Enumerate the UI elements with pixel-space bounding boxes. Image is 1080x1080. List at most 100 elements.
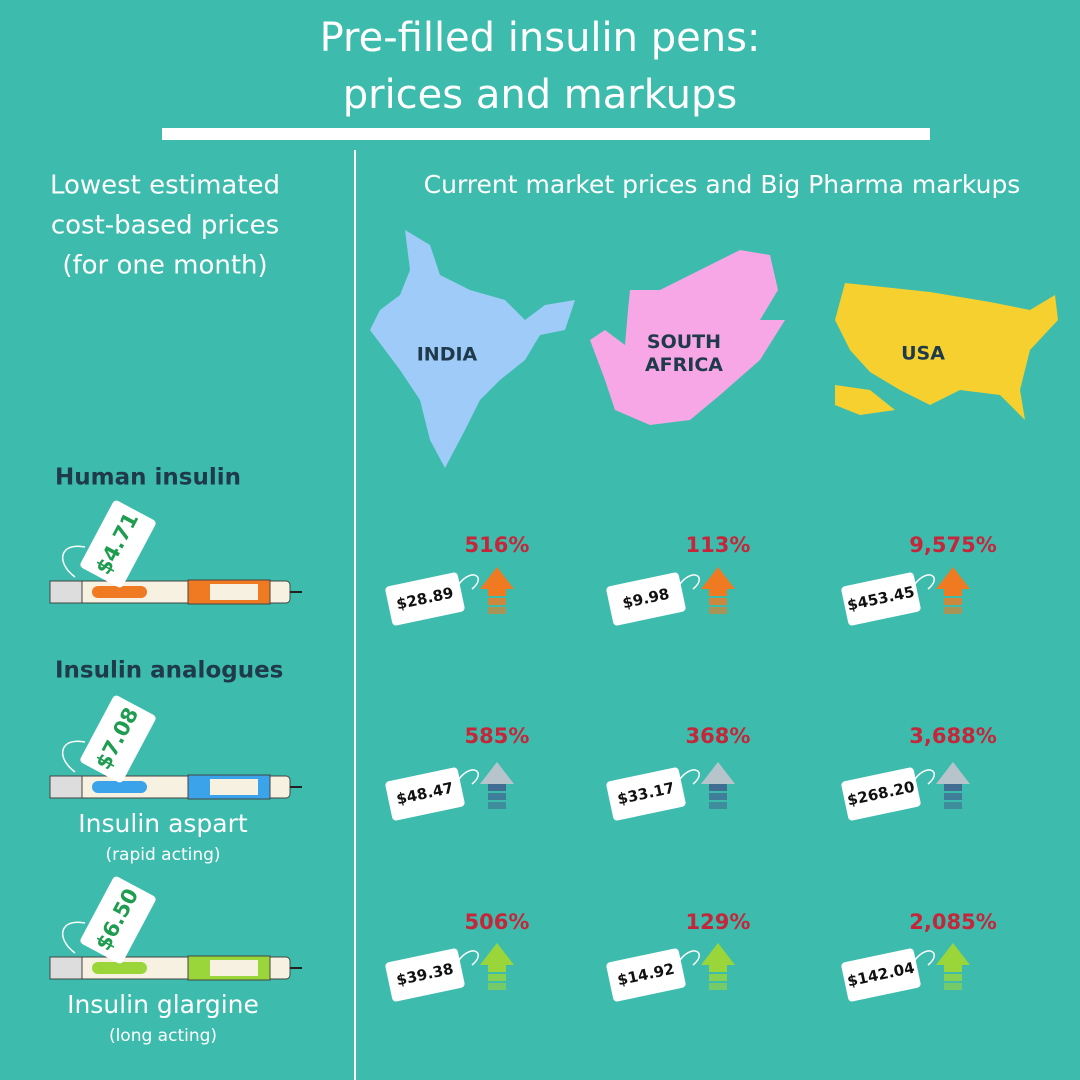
price-tag: $9.98 xyxy=(606,572,686,626)
country-map xyxy=(835,283,1058,420)
arrow-stem xyxy=(944,784,962,791)
arrow-stem xyxy=(488,802,506,809)
insulin-name: Insulin aspart xyxy=(78,809,248,838)
price-tag: $48.47 xyxy=(385,767,465,821)
arrow-stem xyxy=(488,607,506,614)
pen-window xyxy=(210,960,258,976)
arrow-stem xyxy=(488,974,506,981)
country-label: INDIA xyxy=(417,344,478,366)
pen-dial xyxy=(49,956,83,980)
pen-grip xyxy=(92,962,147,974)
arrow-stem xyxy=(709,784,727,791)
price-tag: $14.92 xyxy=(606,948,686,1002)
arrow-stem xyxy=(709,965,727,972)
markup: 506% xyxy=(465,910,530,934)
group-label: Insulin analogues xyxy=(55,658,283,684)
tag-shape xyxy=(606,948,686,1002)
markup: 9,575% xyxy=(909,533,996,557)
country-label: SOUTH xyxy=(647,331,721,353)
left-heading: cost-based prices xyxy=(51,211,279,241)
tag-shape xyxy=(841,948,921,1002)
markup: 585% xyxy=(465,724,530,748)
tag-string xyxy=(914,574,935,590)
price-tag: $39.38 xyxy=(385,948,465,1002)
group-label: Human insulin xyxy=(55,465,241,491)
tag-shape xyxy=(385,572,465,626)
arrow-stem xyxy=(709,589,727,596)
arrow-stem xyxy=(709,598,727,605)
arrow-stem xyxy=(944,598,962,605)
tag-string xyxy=(914,769,935,785)
arrow-head xyxy=(701,762,735,784)
tag-shape xyxy=(385,948,465,1002)
arrow-stem xyxy=(709,802,727,809)
tag-string xyxy=(679,950,700,966)
arrow-stem xyxy=(944,974,962,981)
arrow-head xyxy=(480,943,514,965)
arrow-stem xyxy=(944,793,962,800)
arrow-stem xyxy=(488,793,506,800)
arrow-stem xyxy=(488,983,506,990)
country-map xyxy=(370,230,575,468)
tag-shape xyxy=(841,572,921,626)
arrow-head xyxy=(936,762,970,784)
tag-shape xyxy=(80,695,156,783)
arrow-head xyxy=(936,567,970,589)
insulin-note: (long acting) xyxy=(109,1026,217,1046)
tag-string xyxy=(458,769,479,785)
pen-grip xyxy=(92,586,147,598)
tag-shape xyxy=(841,767,921,821)
price-tag: $28.89 xyxy=(385,572,465,626)
arrow-stem xyxy=(709,793,727,800)
tag-shape xyxy=(80,500,156,588)
arrow-stem xyxy=(944,802,962,809)
arrow-stem xyxy=(944,965,962,972)
tag-string xyxy=(61,921,86,954)
arrow-stem xyxy=(488,598,506,605)
price-tag: $142.04 xyxy=(841,948,921,1002)
markup: 3,688% xyxy=(909,724,996,748)
arrow-stem xyxy=(709,974,727,981)
price-tag: $268.20 xyxy=(841,767,921,821)
arrow-head xyxy=(701,567,735,589)
tag-string xyxy=(61,740,86,773)
arrow-stem xyxy=(944,607,962,614)
price-tag: $453.45 xyxy=(841,572,921,626)
tag-string xyxy=(679,769,700,785)
left-heading: Lowest estimated xyxy=(50,171,280,201)
tag-string xyxy=(458,950,479,966)
pen-grip xyxy=(92,781,147,793)
arrow-head xyxy=(480,762,514,784)
arrow-stem xyxy=(488,965,506,972)
arrow-stem xyxy=(709,983,727,990)
right-heading: Current market prices and Big Pharma mar… xyxy=(424,170,1021,199)
markup: 2,085% xyxy=(909,910,996,934)
tag-string xyxy=(61,545,86,578)
tag-string xyxy=(679,574,700,590)
title-rule xyxy=(162,128,930,140)
tag-string xyxy=(458,574,479,590)
pen-dial xyxy=(49,580,83,604)
arrow-head xyxy=(936,943,970,965)
title: Pre-filled insulin pens: xyxy=(320,15,761,61)
insulin-note: (rapid acting) xyxy=(105,845,220,865)
tag-shape xyxy=(606,572,686,626)
country-map xyxy=(590,250,785,425)
markup: 129% xyxy=(686,910,751,934)
left-heading: (for one month) xyxy=(62,251,267,281)
insulin-name: Insulin glargine xyxy=(67,990,259,1019)
markup: 516% xyxy=(465,533,530,557)
arrow-stem xyxy=(944,589,962,596)
markup: 368% xyxy=(686,724,751,748)
pen-window xyxy=(210,584,258,600)
arrow-stem xyxy=(709,607,727,614)
title: prices and markups xyxy=(343,72,738,118)
tag-shape xyxy=(385,767,465,821)
markup: 113% xyxy=(686,533,751,557)
pen-dial xyxy=(49,775,83,799)
tag-string xyxy=(914,950,935,966)
country-label: USA xyxy=(901,343,945,365)
